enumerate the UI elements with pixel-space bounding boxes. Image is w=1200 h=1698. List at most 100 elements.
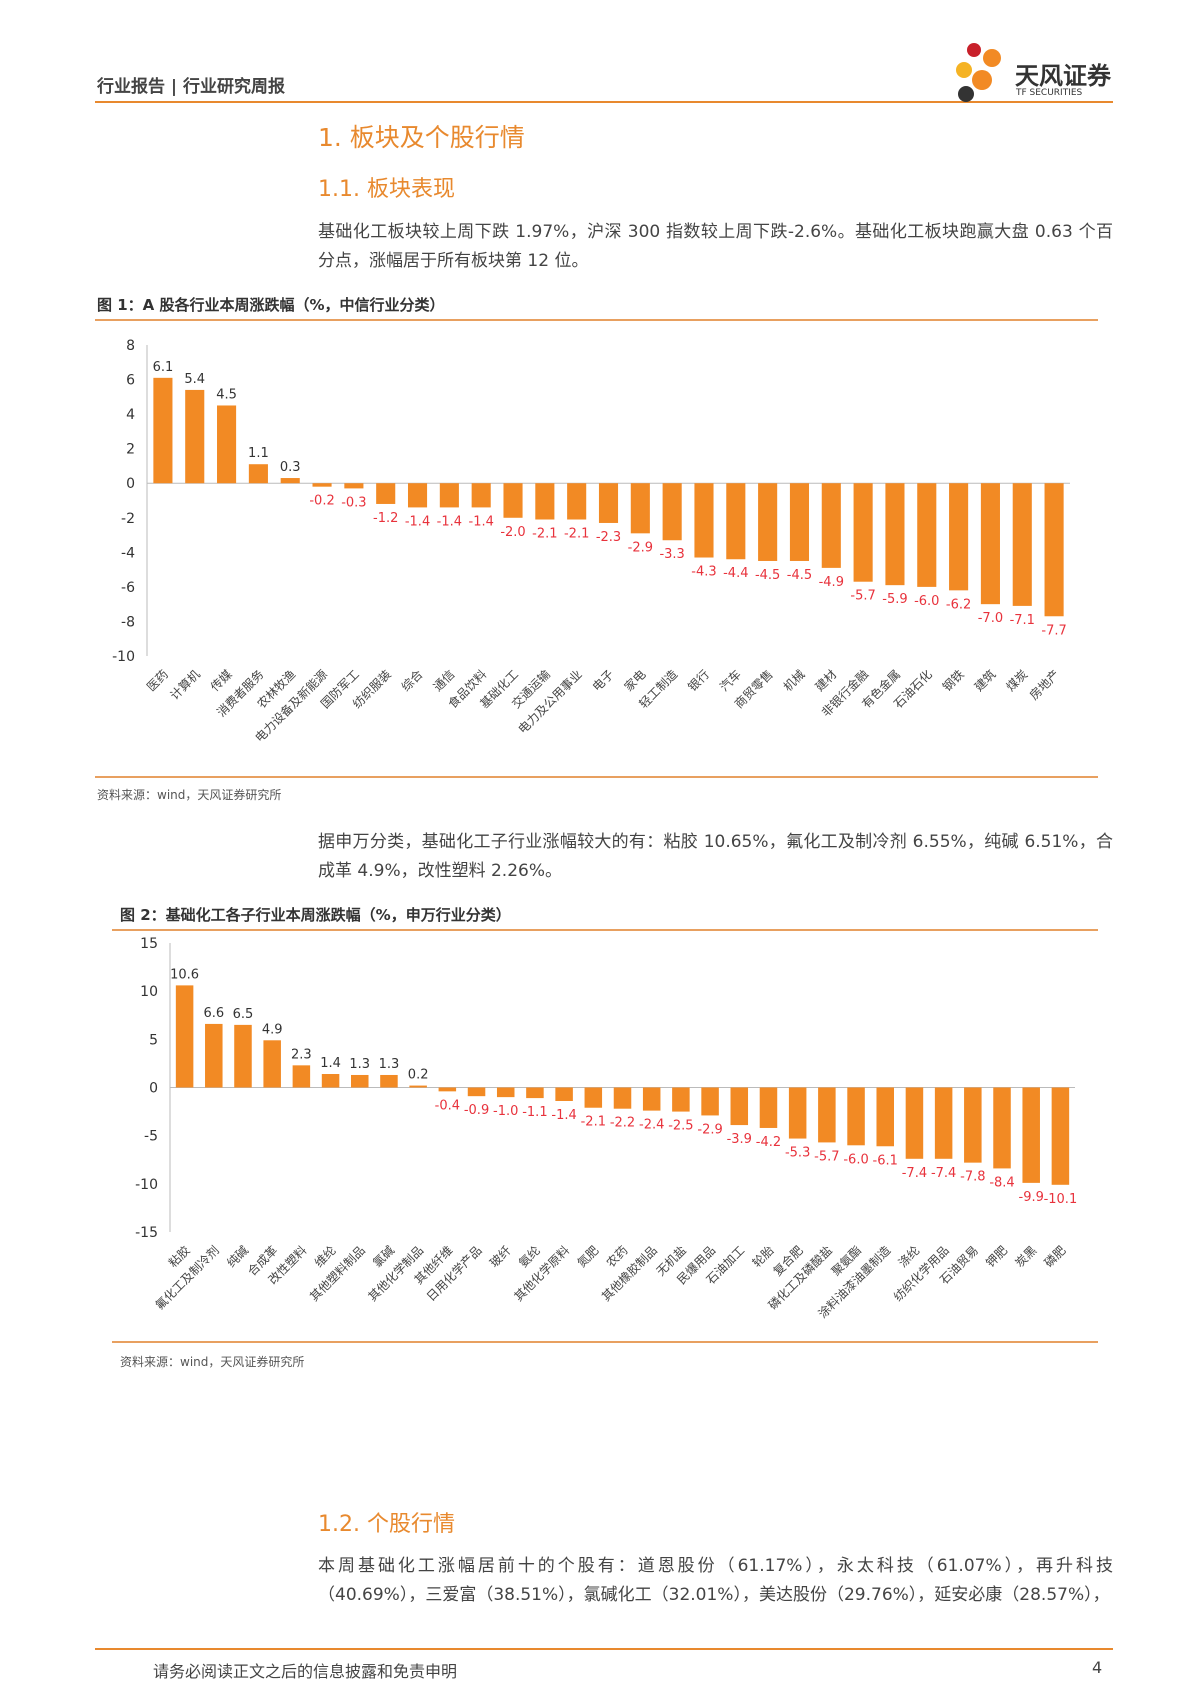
figure-title: 图 1：A 股各行业本周涨跌幅（%，中信行业分类）: [97, 296, 445, 314]
data-label: -9.9: [1019, 1190, 1044, 1205]
figure-title: 图 2：基础化工各子行业本周涨跌幅（%，申万行业分类）: [120, 906, 511, 924]
section-title: 1. 板块及个股行情: [318, 123, 525, 152]
data-label: 1.1: [248, 446, 269, 461]
y-tick-label: -6: [121, 580, 135, 596]
y-tick-label: -4: [121, 545, 135, 561]
data-label: -6.1: [873, 1153, 898, 1168]
x-tick-label: 计算机: [167, 667, 203, 703]
bar: [248, 464, 268, 484]
data-label: -2.3: [596, 530, 621, 545]
chart-industry-returns: 86420-2-4-6-8-106.1医药5.4计算机4.5传媒1.1消费者服务…: [112, 338, 1070, 745]
data-label: 10.6: [170, 967, 199, 982]
data-label: -2.9: [697, 1122, 722, 1137]
data-label: -2.1: [532, 527, 557, 542]
x-tick-label: 建材: [813, 667, 840, 694]
data-label: -7.4: [931, 1166, 956, 1181]
x-tick-label: 综合: [398, 667, 426, 695]
data-label: -2.1: [564, 527, 589, 542]
figure-divider: [95, 319, 1098, 321]
bar: [467, 1087, 486, 1097]
bar: [964, 1087, 982, 1163]
data-label: -1.4: [551, 1108, 576, 1123]
data-label: -3.9: [727, 1132, 752, 1147]
data-label: -1.4: [437, 514, 462, 529]
data-label: -2.2: [610, 1116, 635, 1131]
bar: [694, 483, 714, 558]
bar: [853, 483, 873, 582]
data-label: -5.7: [814, 1149, 839, 1164]
bar: [598, 483, 619, 523]
logo-subtitle: TF SECURITIES: [1016, 88, 1083, 98]
bar: [471, 483, 491, 508]
y-tick-label: -5: [144, 1129, 158, 1145]
data-label: 1.4: [320, 1056, 341, 1071]
y-tick-label: 0: [126, 476, 135, 492]
data-label: -6.2: [946, 597, 971, 612]
bar: [175, 985, 194, 1088]
data-label: -5.3: [785, 1146, 810, 1161]
y-tick-label: 15: [140, 936, 158, 952]
bar: [789, 483, 810, 561]
bar: [312, 483, 332, 487]
y-tick-label: 5: [149, 1032, 158, 1048]
bar: [818, 1087, 836, 1143]
x-tick-label: 煤炭: [1003, 667, 1030, 694]
bar: [496, 1087, 515, 1098]
x-tick-label: 通信: [431, 667, 458, 694]
data-label: -0.3: [341, 495, 366, 510]
data-label: 1.3: [349, 1057, 370, 1072]
figure-divider: [112, 929, 1098, 931]
data-label: 4.5: [216, 387, 237, 402]
figure-source: 资料来源：wind，天风证券研究所: [97, 788, 282, 802]
data-label: -1.1: [522, 1105, 547, 1120]
data-label: 0.2: [408, 1068, 429, 1083]
bar: [885, 483, 905, 586]
bar: [821, 483, 841, 568]
bar: [917, 483, 937, 587]
bar: [567, 483, 587, 520]
bar: [730, 1087, 749, 1126]
bar: [438, 1087, 457, 1092]
chart-subindustry-returns: 151050-5-10-1510.6粘胶6.6氟化工及制冷剂6.5纯碱4.9合成…: [135, 936, 1078, 1321]
bar: [1044, 483, 1064, 617]
bar: [1051, 1087, 1070, 1185]
data-label: -2.1: [581, 1115, 606, 1130]
bar: [380, 1074, 398, 1088]
data-label: -2.9: [628, 540, 653, 555]
y-tick-label: 6: [126, 373, 135, 389]
x-tick-label: 医药: [144, 667, 171, 694]
data-label: -4.4: [723, 566, 748, 581]
x-tick-label: 玻纤: [487, 1243, 514, 1270]
bar: [153, 377, 173, 484]
figure-source: 资料来源：wind，天风证券研究所: [120, 1355, 305, 1369]
data-label: -8.4: [989, 1175, 1014, 1190]
data-label: 1.3: [379, 1057, 400, 1072]
bar: [584, 1087, 603, 1108]
bar: [526, 1087, 544, 1099]
paragraph: 本周基础化工涨幅居前十的个股有：道恩股份（61.17%），永太科技（61.07%…: [318, 1556, 1113, 1605]
bar: [205, 1023, 223, 1088]
data-label: -3.3: [659, 547, 684, 562]
x-tick-label: 银行: [685, 667, 712, 694]
bar: [292, 1065, 311, 1088]
y-tick-label: -10: [135, 1177, 158, 1193]
data-label: -0.9: [464, 1103, 489, 1118]
data-label: -0.4: [435, 1098, 460, 1113]
bar: [321, 1074, 340, 1088]
data-label: -10.1: [1044, 1192, 1078, 1207]
paragraph: 基础化工板块较上周下跌 1.97%，沪深 300 指数较上周下跌-2.6%。基础…: [318, 222, 1113, 271]
y-tick-label: -8: [121, 614, 135, 630]
x-tick-label: 钢铁: [940, 667, 967, 694]
y-tick-label: -2: [121, 511, 135, 527]
footer-disclaimer: 请务必阅读正文之后的信息披露和免责申明: [153, 1662, 458, 1681]
header-divider: [95, 101, 1113, 103]
figure-divider: [95, 776, 1098, 778]
y-tick-label: 4: [126, 407, 135, 423]
x-tick-label: 汽车: [716, 667, 744, 695]
bar: [876, 1087, 894, 1147]
paragraph: 据申万分类，基础化工子行业涨幅较大的有：粘胶 10.65%，氟化工及制冷剂 6.…: [318, 832, 1113, 881]
data-label: -1.4: [469, 514, 494, 529]
data-label: -4.2: [756, 1135, 781, 1150]
data-label: -2.0: [500, 525, 525, 540]
bar: [905, 1087, 924, 1159]
